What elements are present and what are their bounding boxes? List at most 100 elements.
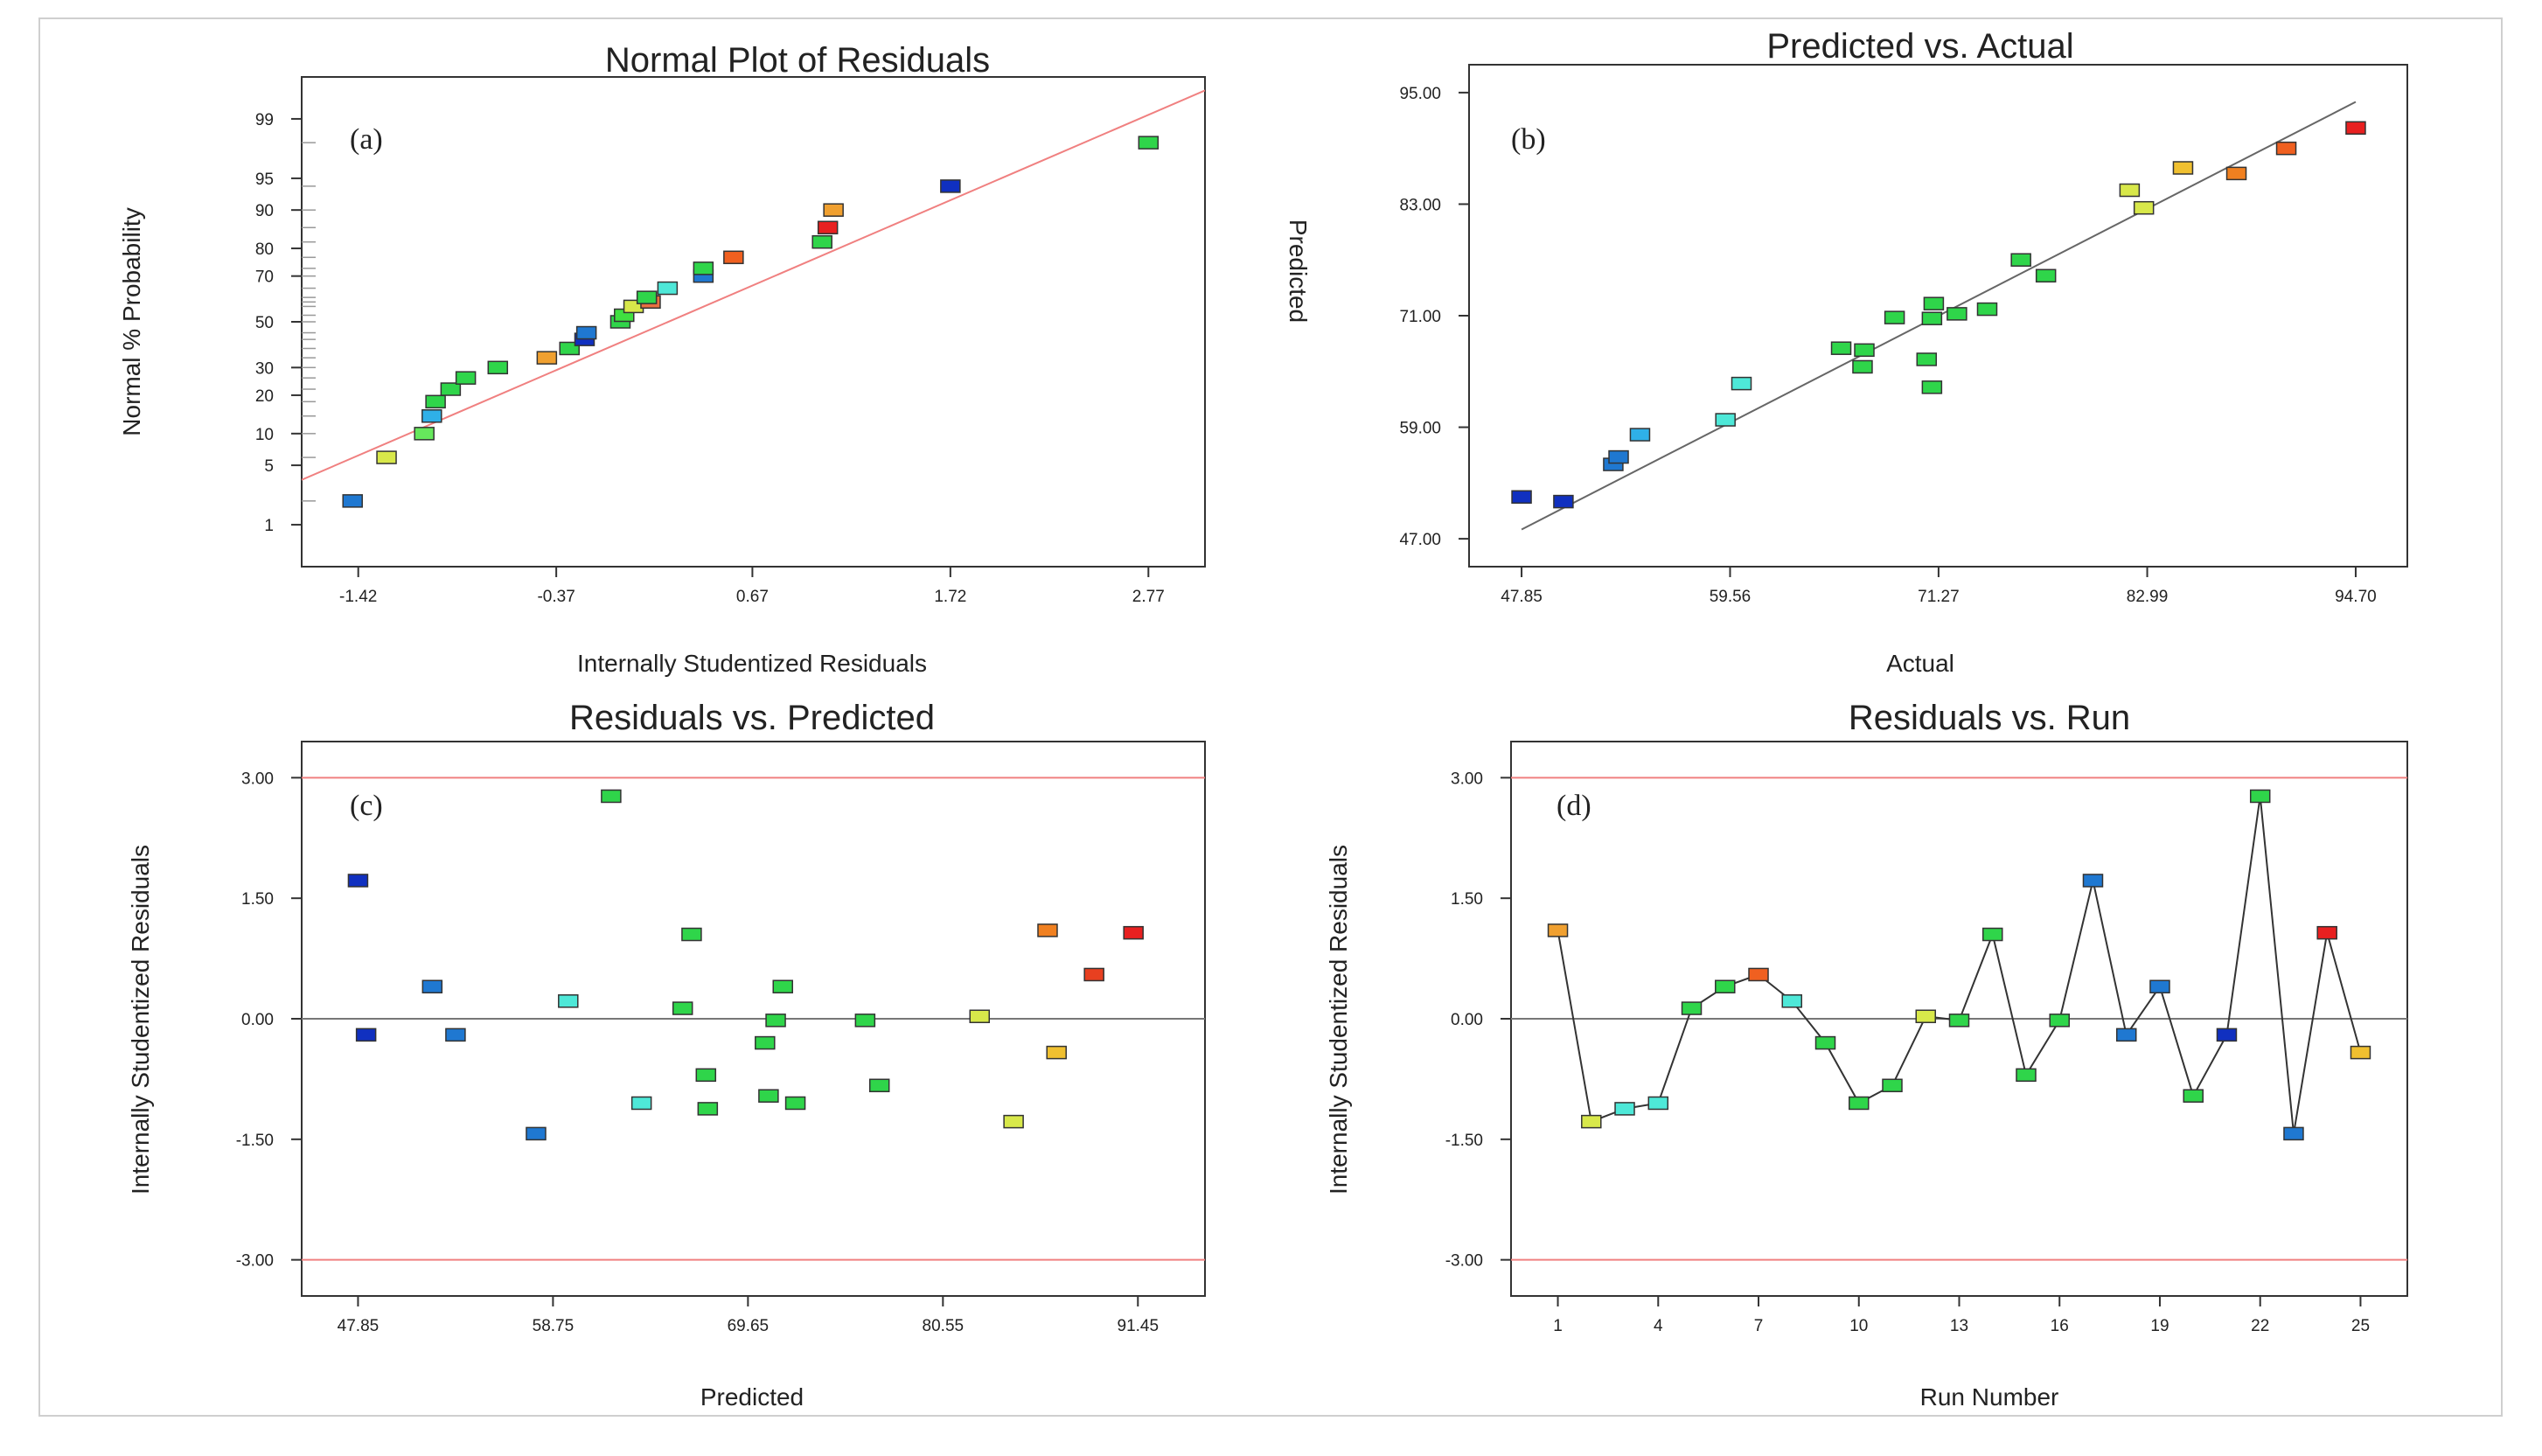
panel-d-point-10 [1882, 1078, 1903, 1093]
panel-d-point-13 [1981, 927, 2003, 942]
panel-c-y-tick-label-1: -1.50 [236, 1132, 274, 1150]
panel-a-point-16 [636, 290, 658, 304]
panel-d-y-tick-label-1: -1.50 [1445, 1132, 1483, 1150]
panel-a-point-23 [823, 203, 844, 217]
panel-c-y-tick-label-2: 0.00 [241, 1011, 274, 1029]
panel-d-ylabel: Internally Studentized Residuals [1325, 845, 1352, 1195]
panel-a-point-7 [487, 360, 509, 375]
panel-d: Residuals vs. Run (d) Run Number Interna… [1325, 699, 2408, 1411]
panel-b-point-16 [1976, 302, 1998, 317]
panel-d-point-22 [2283, 1126, 2304, 1141]
panel-b-ylabel: Predicted [1285, 219, 1312, 323]
panel-d-x-tick-label-0: 1 [1553, 1317, 1563, 1335]
panel-d-point-1 [1581, 1114, 1602, 1129]
panel-d-point-18 [2149, 979, 2170, 993]
panel-d-x-tick-label-2: 7 [1754, 1317, 1764, 1335]
panel-c-point-17 [854, 1014, 876, 1028]
panel-a-point-11 [575, 325, 597, 340]
panel-d-point-9 [1849, 1096, 1870, 1111]
panel-c-point-9 [681, 927, 702, 942]
panel-b-point-24 [2345, 121, 2366, 136]
panel-b-point-8 [1852, 359, 1873, 374]
panel-b-point-14 [1923, 296, 1945, 310]
panel-d-y-tick-label-0: -3.00 [1445, 1252, 1483, 1271]
panel-a-point-20 [723, 250, 744, 265]
panel-c-y-tick-label-3: 1.50 [241, 890, 274, 909]
panel-c-x-tick-label-2: 69.65 [728, 1317, 770, 1335]
panel-a-point-21 [811, 234, 832, 249]
panel-c-point-12 [755, 1035, 776, 1050]
panel-c-xlabel: Predicted [700, 1383, 804, 1411]
panel-d-point-7 [1781, 994, 1803, 1008]
panel-a-fit-line [302, 89, 1205, 481]
panel-d-point-24 [2350, 1045, 2371, 1060]
panel-d-point-6 [1748, 967, 1769, 982]
panel-a-y-tick-label-10: 99 [255, 111, 274, 129]
panel-a-point-0 [342, 494, 363, 508]
panel-b-point-7 [1830, 341, 1852, 355]
panel-d-title: Residuals vs. Run [1849, 699, 2130, 737]
panel-d-x-tick-label-3: 10 [1849, 1317, 1868, 1335]
panel-a-y-tick-label-3: 20 [255, 387, 274, 406]
panel-c-point-10 [695, 1068, 717, 1083]
panel-c-point-21 [1037, 923, 1058, 937]
panel-a-point-3 [421, 409, 442, 423]
panel-b-point-21 [2172, 161, 2194, 175]
panel-d-series-line [1557, 796, 2362, 1134]
panel-d-y-tick-label-4: 3.00 [1451, 770, 1483, 788]
panel-a-point-1 [376, 450, 397, 464]
panel-d-point-16 [2082, 874, 2104, 888]
panel-b-point-5 [1715, 413, 1736, 427]
panel-d-point-4 [1681, 1001, 1703, 1015]
panel-a-x-tick-label-4: 2.77 [1132, 588, 1165, 606]
panel-b-point-4 [1629, 428, 1651, 442]
panel-c-point-7 [630, 1096, 652, 1111]
panel-c-point-18 [868, 1078, 890, 1093]
panel-b-y-tick-label-3: 83.00 [1399, 196, 1441, 214]
panel-c-point-20 [1003, 1114, 1024, 1129]
panel-c-point-11 [697, 1102, 719, 1116]
panel-c-title: Residuals vs. Predicted [569, 699, 935, 737]
panel-c-label: (c) [350, 790, 383, 822]
panel-d-point-17 [2115, 1028, 2137, 1042]
panel-d-label: (d) [1557, 790, 1591, 822]
panel-a-ylabel: Normal % Probability [118, 207, 145, 435]
panel-a-label: (a) [350, 123, 383, 156]
panel-b-point-0 [1511, 490, 1532, 505]
panel-a-point-9 [559, 341, 580, 356]
panel-c-point-14 [765, 1014, 786, 1028]
panel-d-y-tick-label-2: 0.00 [1451, 1011, 1483, 1029]
panel-c-x-tick-label-4: 91.45 [1118, 1317, 1160, 1335]
panel-a-point-4 [425, 394, 446, 409]
panel-d-point-0 [1547, 923, 1569, 937]
panel-a-xlabel: Internally Studentized Residuals [577, 650, 927, 677]
panel-a-y-tick-label-7: 80 [255, 240, 274, 259]
panel-c-point-23 [1083, 967, 1104, 982]
panel-b-point-22 [2225, 166, 2247, 181]
panel-b-xlabel: Actual [1886, 650, 1954, 677]
panel-b-point-19 [2119, 183, 2141, 198]
panel-a-content: -1.42 -0.37 0.67 1.72 2.77 1 5 10 20 30 50 70 80 90 95… [255, 89, 1205, 606]
panel-a-y-tick-label-4: 30 [255, 359, 274, 378]
panel-d-point-20 [2216, 1028, 2238, 1042]
panel-c-y-tick-label-0: -3.00 [236, 1252, 274, 1271]
panel-b: Predicted vs. Actual (b) Actual Predicte… [1285, 27, 2408, 677]
panel-b-point-11 [1916, 352, 1938, 366]
panel-a-x-tick-label-3: 1.72 [934, 588, 966, 606]
panel-d-point-23 [2316, 925, 2337, 940]
panel-a-x-tick-label-2: 0.67 [736, 588, 769, 606]
panel-a-point-2 [414, 427, 435, 441]
panel-b-point-23 [2275, 141, 2297, 156]
panel-b-point-9 [1854, 343, 1875, 358]
panel-b-y-tick-label-0: 47.00 [1399, 531, 1441, 549]
panel-d-point-8 [1814, 1035, 1836, 1050]
panel-a-y-tick-label-5: 50 [255, 314, 274, 332]
panel-b-x-tick-label-4: 94.70 [2335, 588, 2377, 606]
panel-d-point-5 [1715, 979, 1736, 993]
panel-c-y-tick-label-4: 3.00 [241, 770, 274, 788]
panel-b-x-tick-label-0: 47.85 [1501, 588, 1543, 606]
panel-c-point-3 [445, 1028, 466, 1042]
panel-a-point-24 [940, 179, 961, 193]
panel-d-point-21 [2249, 789, 2271, 804]
